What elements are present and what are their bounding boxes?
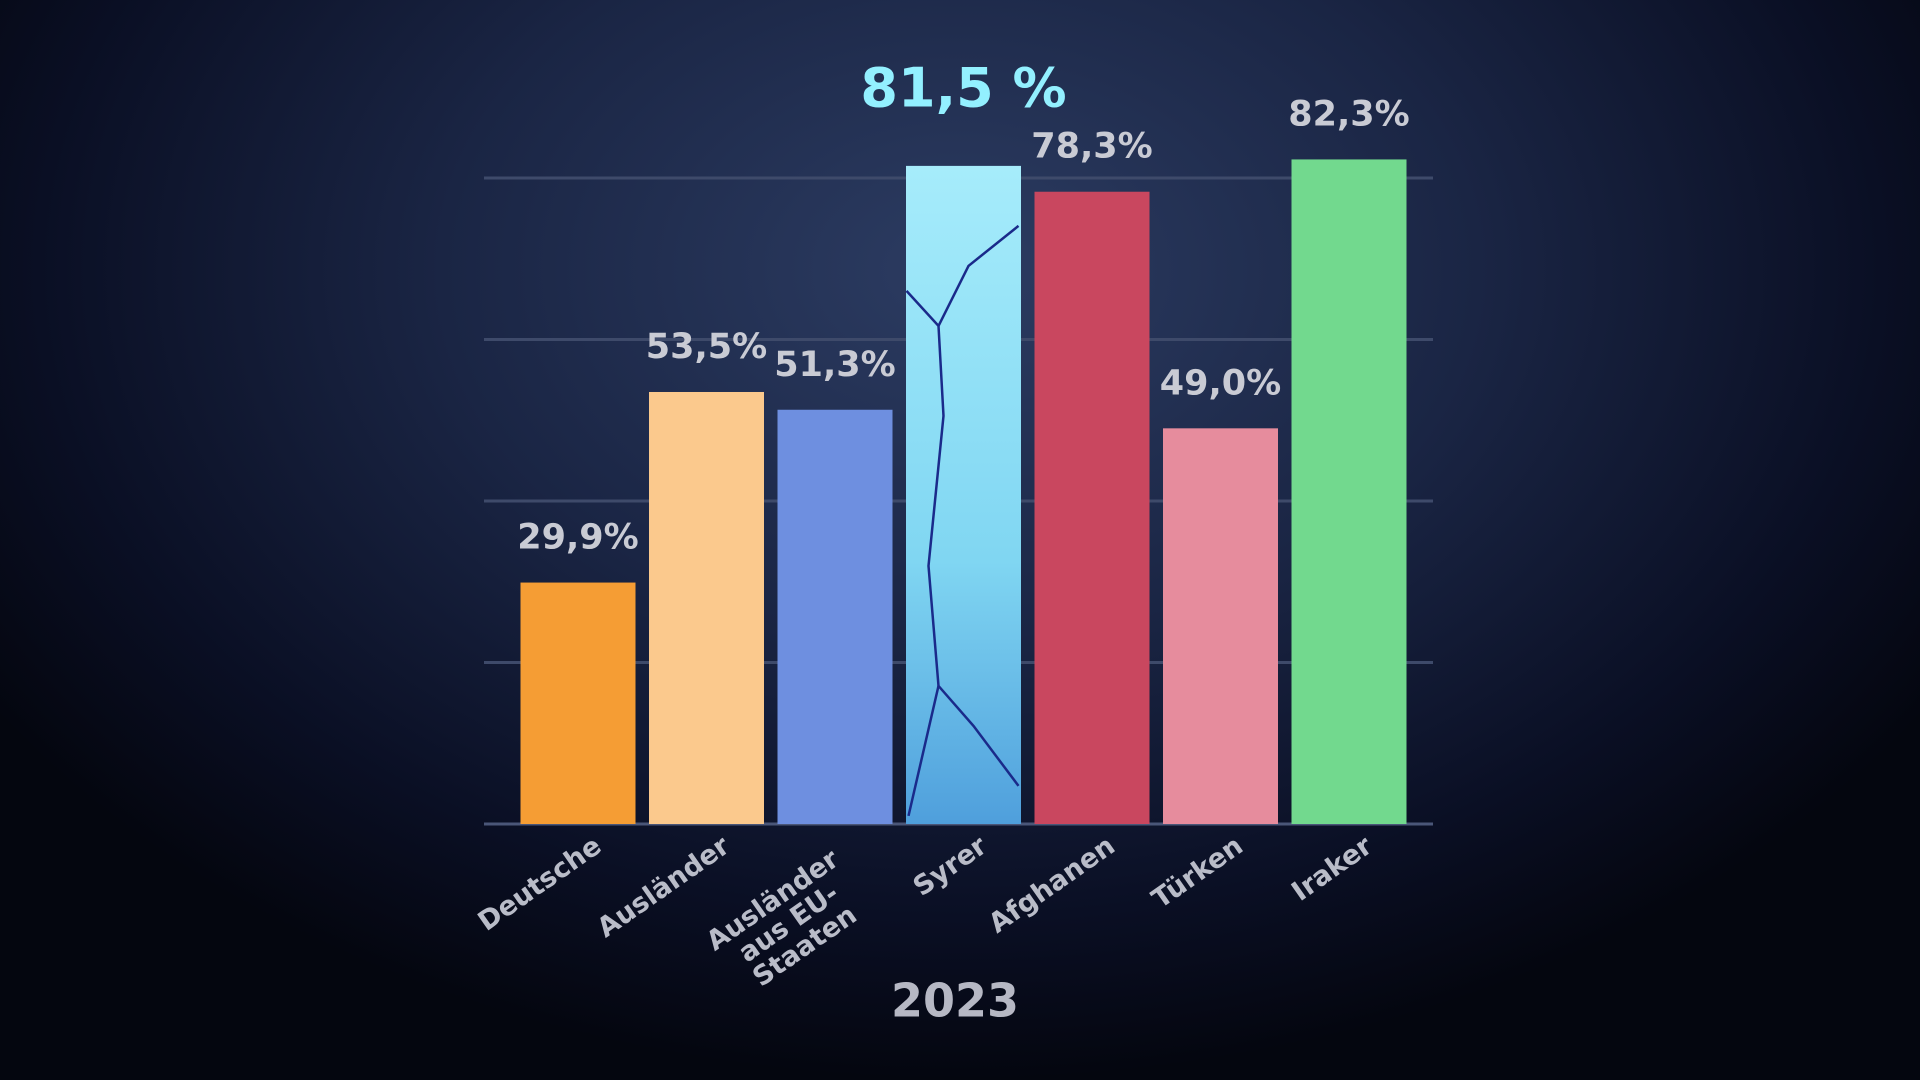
bar-texture: [907, 685, 940, 817]
bar: [1163, 428, 1278, 824]
bar-texture: [905, 290, 1020, 787]
bar: [1291, 159, 1407, 825]
value-label: 51,3%: [774, 345, 895, 385]
value-label: 81,5 %: [860, 57, 1066, 120]
value-label: 49,0%: [1160, 363, 1281, 403]
x-axis-title: 2023: [891, 974, 1019, 1028]
bar: [906, 165, 1021, 824]
bar: [777, 409, 893, 824]
value-label: 78,3%: [1031, 127, 1152, 167]
value-label: 29,9%: [517, 518, 638, 558]
bar: [649, 391, 764, 824]
bar: [1034, 191, 1150, 825]
bar-texture: [937, 224, 1020, 327]
bar: [520, 582, 636, 824]
value-label: 82,3%: [1288, 94, 1409, 134]
value-label: 53,5%: [646, 327, 767, 367]
